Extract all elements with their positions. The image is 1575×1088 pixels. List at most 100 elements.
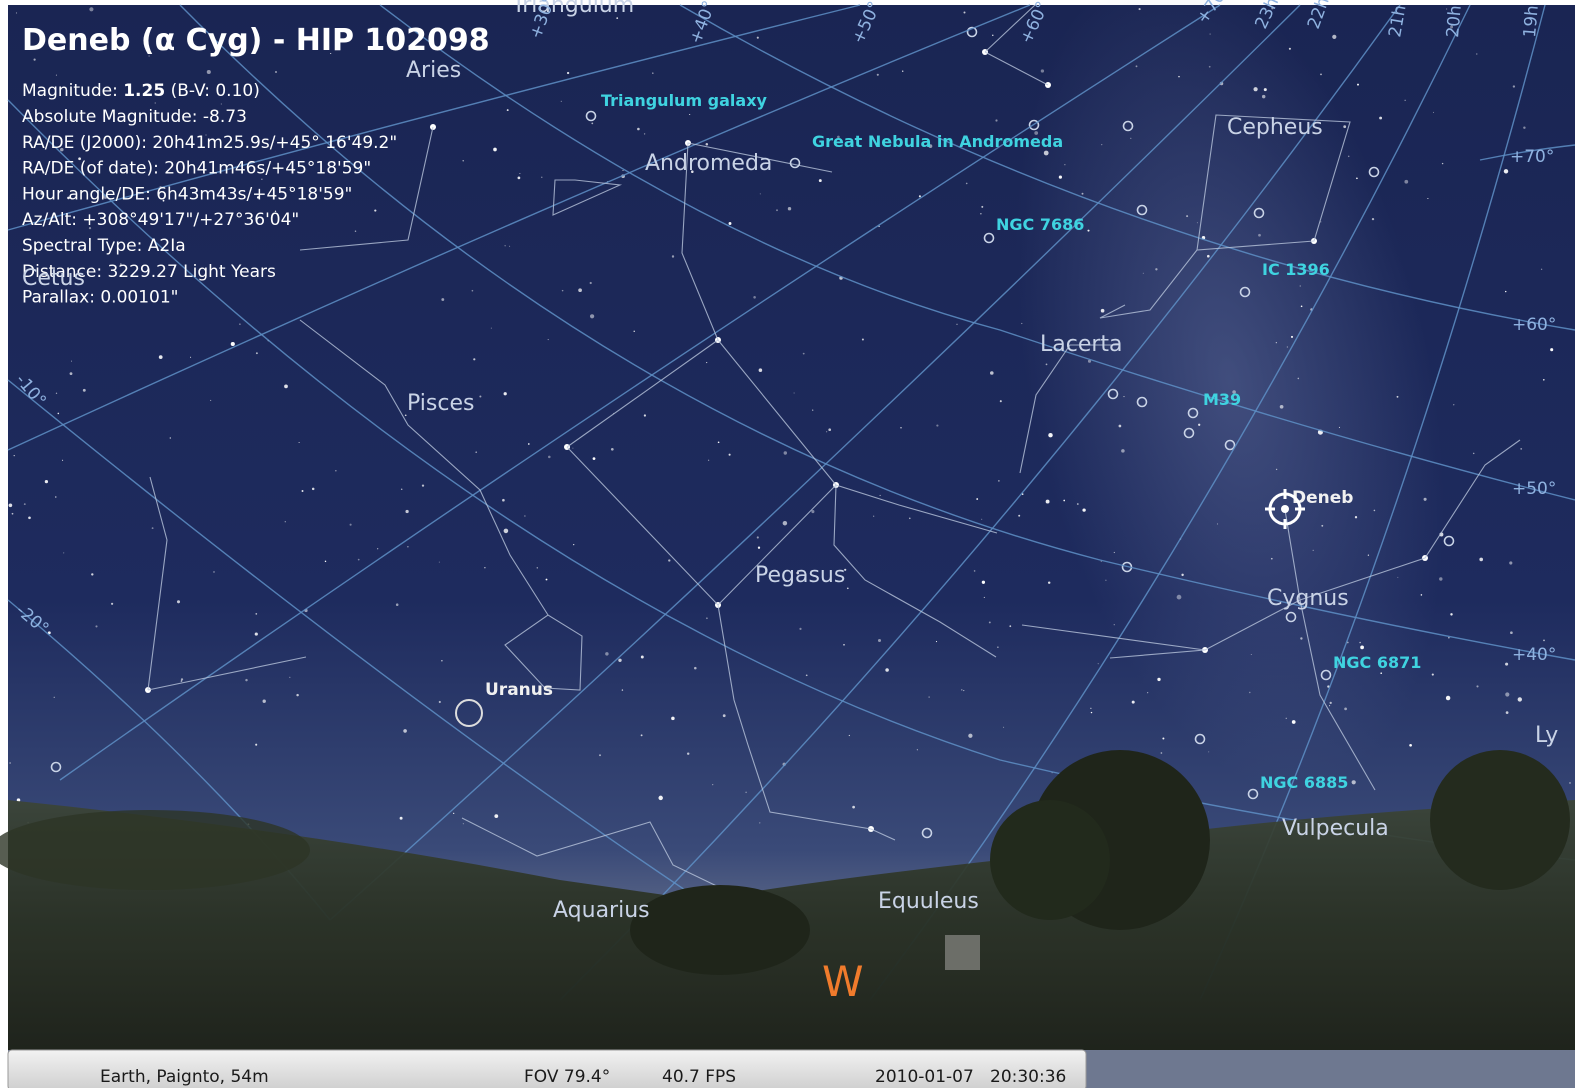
star [885, 668, 889, 672]
star [63, 552, 65, 554]
star [1505, 290, 1507, 293]
star [802, 352, 805, 355]
star [1018, 514, 1021, 517]
star [643, 414, 647, 417]
dso-marker [921, 827, 933, 839]
star [33, 58, 36, 61]
magnitude-value: 1.25 [123, 81, 165, 101]
star [1569, 782, 1571, 784]
star [1321, 524, 1324, 527]
star [1121, 449, 1125, 453]
star [1427, 197, 1429, 200]
dso-marker [1187, 407, 1199, 419]
star [453, 812, 455, 815]
star [782, 520, 788, 526]
star [668, 559, 671, 562]
star [493, 147, 497, 152]
constellation-lines [299, 319, 583, 691]
star [956, 323, 958, 325]
star [473, 358, 476, 361]
dso-name: NGC 6871 [1333, 653, 1421, 672]
star [67, 118, 69, 121]
star [517, 176, 521, 180]
star [311, 487, 315, 491]
star [1300, 637, 1303, 640]
star [976, 498, 979, 500]
location: Earth, Paignto, 54m [100, 1067, 269, 1087]
star [1216, 523, 1219, 525]
star [837, 135, 840, 139]
star [1359, 641, 1361, 644]
star [844, 568, 847, 571]
star [289, 676, 291, 679]
star [1327, 685, 1330, 688]
star [403, 729, 407, 733]
star [1350, 664, 1352, 667]
info-panel: Deneb (α Cyg) - HIP 102098 Magnitude: 1.… [22, 23, 490, 308]
star [1512, 85, 1516, 88]
dso-marker [1247, 788, 1259, 800]
star [301, 490, 304, 492]
star [783, 451, 788, 455]
star [961, 689, 963, 691]
star [289, 186, 291, 188]
info-line: RA/DE (of date): 20h41m46s/+45°18'59" [22, 159, 371, 179]
star [995, 119, 998, 122]
star [475, 451, 478, 454]
equatorial-grid [59, 4, 1221, 781]
star [805, 674, 808, 677]
star [91, 573, 94, 576]
star [9, 762, 11, 764]
star [643, 133, 646, 135]
star [828, 428, 832, 432]
star [1196, 222, 1198, 224]
star [1181, 573, 1184, 577]
star [158, 355, 163, 359]
star [400, 488, 403, 490]
star [484, 567, 486, 569]
star [1346, 641, 1349, 644]
star [658, 795, 663, 801]
star [1142, 272, 1144, 274]
info-line: Distance: 3229.27 Light Years [22, 262, 276, 282]
star [599, 754, 601, 757]
star [990, 371, 994, 375]
star [103, 194, 108, 199]
star [180, 680, 183, 682]
star [728, 453, 731, 456]
star [1048, 432, 1053, 438]
star [404, 414, 407, 417]
star [637, 127, 640, 131]
star [589, 281, 592, 285]
star [965, 182, 968, 185]
star [1338, 426, 1340, 428]
star [1090, 707, 1092, 709]
magnitude-label: Magnitude: [22, 81, 118, 101]
star [1297, 377, 1300, 380]
star [811, 510, 815, 514]
star [8, 503, 13, 508]
star [441, 660, 443, 662]
star [462, 160, 464, 162]
star [983, 596, 985, 598]
star [407, 546, 409, 548]
star [757, 546, 761, 549]
dso-name: Triangulum galaxy [601, 91, 768, 110]
star [69, 372, 73, 376]
star [876, 73, 879, 76]
star [494, 814, 499, 818]
star [95, 625, 98, 628]
star [980, 213, 982, 215]
constellation-name: Triangulum [511, 0, 634, 18]
star [503, 392, 507, 396]
star [330, 52, 332, 55]
star [618, 658, 622, 663]
star [591, 122, 594, 125]
star [176, 600, 181, 604]
constellation-name: Pisces [407, 391, 474, 416]
constellation-name: Cygnus [1267, 586, 1349, 611]
star [527, 443, 530, 445]
star [55, 74, 57, 76]
star [1505, 692, 1510, 697]
